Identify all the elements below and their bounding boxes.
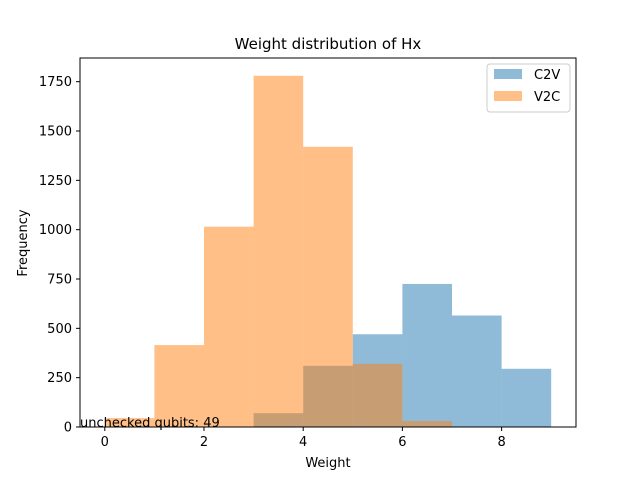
legend-label-c2v: C2V (534, 68, 560, 83)
y-tick-label: 1500 (39, 125, 72, 140)
x-tick-label: 4 (299, 435, 307, 450)
legend-swatch-c2v (494, 69, 522, 79)
y-tick-label: 1250 (39, 174, 72, 189)
bar-v2c-1 (154, 345, 204, 427)
x-axis-label: Weight (305, 456, 350, 471)
chart-title: Weight distribution of Hx (235, 35, 422, 53)
y-tick-label: 1750 (39, 75, 72, 90)
x-tick-label: 8 (497, 435, 505, 450)
y-axis-ticks: 0 250 500 750 1000 1250 1500 1750 (39, 75, 80, 436)
y-tick-label: 250 (47, 371, 72, 386)
y-axis-label: Frequency (16, 209, 31, 276)
bar-c2v-8 (501, 368, 552, 427)
bar-v2c-0 (104, 418, 155, 427)
x-axis-ticks: 0 2 4 6 8 (101, 427, 506, 450)
y-tick-label: 500 (47, 322, 72, 337)
y-tick-label: 750 (47, 273, 72, 288)
legend-label-v2c: V2C (534, 90, 560, 105)
plot-frame (79, 57, 577, 428)
unchecked-qubits-annotation: unchecked qubits: 49 (80, 416, 220, 431)
x-tick-label: 6 (398, 435, 406, 450)
bars-group (104, 75, 552, 427)
bar-c2v-7 (452, 315, 502, 427)
bar-v2c-6 (402, 421, 452, 427)
bar-v2c-3 (253, 75, 304, 427)
legend-swatch-v2c (494, 91, 522, 101)
x-tick-label: 2 (200, 435, 208, 450)
y-tick-label: 1000 (39, 223, 72, 238)
x-tick-label: 0 (101, 435, 109, 450)
bar-v2c-5 (352, 363, 403, 427)
bar-v2c-2 (204, 226, 254, 427)
bar-v2c-4 (303, 146, 353, 427)
y-tick-label: 0 (64, 421, 72, 436)
bar-c2v-6 (402, 283, 452, 427)
